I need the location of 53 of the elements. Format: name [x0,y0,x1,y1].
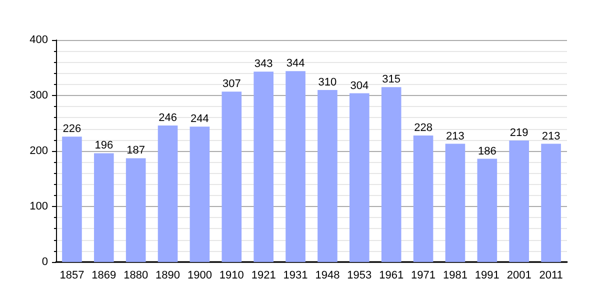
bar [286,71,306,262]
data-label: 304 [350,80,369,92]
bar [477,158,498,262]
x-tick-label: 1880 [124,270,148,282]
y-tick-label: 300 [30,90,48,102]
data-label: 310 [318,76,337,88]
data-label: 187 [126,144,146,157]
data-label: 307 [222,78,241,90]
bar [413,135,434,262]
bar [158,125,178,262]
x-tick-label: 2011 [539,270,563,282]
x-tick-label: 1900 [187,270,212,282]
bar [381,87,402,262]
data-label: 196 [94,140,114,152]
x-tick-label: 1961 [379,270,404,282]
data-label: 213 [542,130,560,142]
data-label: 343 [254,58,273,70]
y-tick-label: 200 [30,145,48,157]
data-label: 228 [414,122,432,134]
bar [318,90,338,262]
bar [126,158,146,262]
x-tick-label: 1971 [411,270,436,282]
y-tick-label: 400 [30,34,48,46]
bar [509,140,529,262]
bar [445,144,466,262]
x-tick-label: 1981 [442,270,468,282]
x-tick-label: 2001 [506,270,532,282]
x-tick-label: 1931 [283,270,308,282]
x-tick-label: 1857 [60,270,84,282]
bar [254,72,274,262]
data-label: 244 [190,113,209,126]
bar [62,136,82,262]
x-tick-label: 1869 [92,270,116,282]
bar [94,153,114,262]
bar [190,126,210,262]
y-tick-label: 100 [30,200,48,212]
data-label: 246 [158,112,177,124]
bar [222,92,242,262]
x-tick-label: 1948 [315,270,340,282]
data-label: 213 [446,130,464,142]
bar [350,93,370,262]
data-label: 315 [382,74,401,86]
x-tick-label: 1890 [156,270,180,282]
x-tick-label: 1910 [219,270,244,282]
data-label: 219 [510,126,528,139]
x-tick-label: 1991 [474,270,500,282]
data-label: 186 [478,145,496,158]
data-label: 344 [286,58,305,70]
x-tick-label: 1921 [251,270,276,282]
data-label: 226 [62,123,82,136]
y-tick-label: 0 [42,256,48,268]
x-tick-label: 1953 [347,270,372,282]
bar [541,144,561,262]
